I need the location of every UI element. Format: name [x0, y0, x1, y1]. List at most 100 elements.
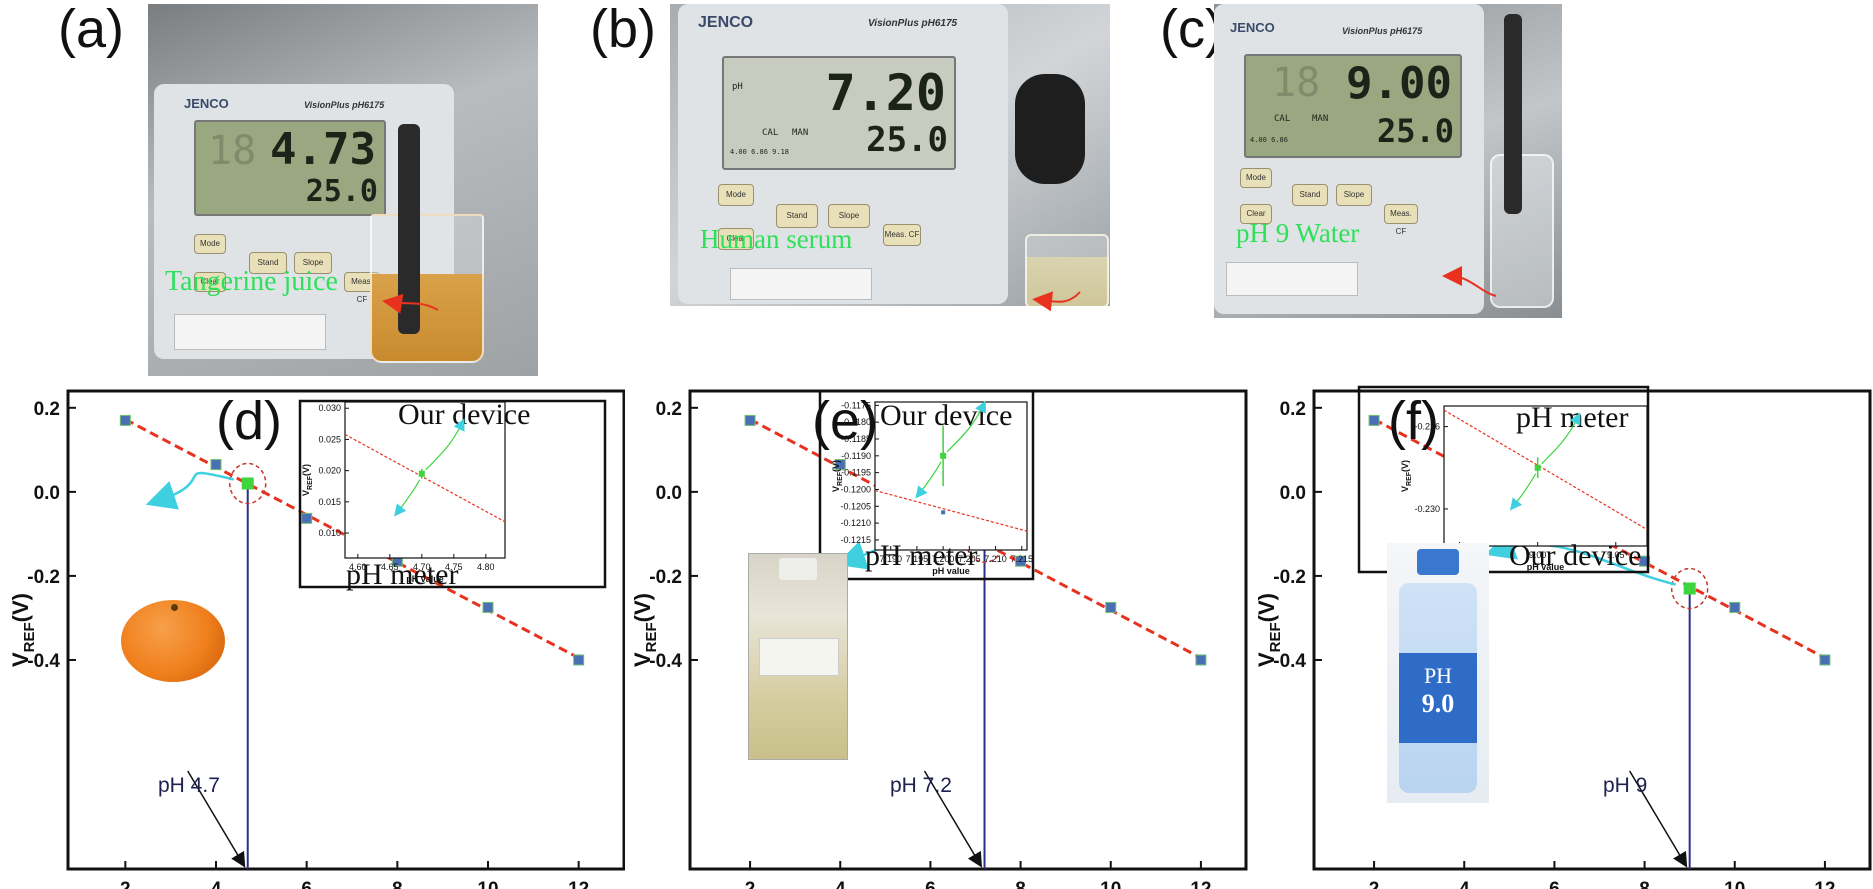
sample-point — [1683, 582, 1696, 595]
inset-arrow-top — [425, 418, 465, 471]
inset-device-point — [940, 452, 947, 459]
inset-y-tick-label: -0.230 — [1414, 504, 1440, 514]
electrode-holder — [1015, 74, 1085, 184]
inset-arrow-bottom — [915, 461, 942, 499]
annotation-arrow — [187, 770, 246, 868]
key-clear: Clear — [194, 272, 226, 292]
key-mode: Mode — [718, 184, 754, 206]
y-tick-label: -0.4 — [1273, 651, 1306, 672]
lcd-ghost-digits: 18 — [208, 128, 257, 174]
data-point — [1819, 654, 1831, 666]
ph-reading: 4.73 — [270, 124, 376, 175]
meter-sticker — [1226, 262, 1358, 296]
chart-d: 0.20.0-0.2-0.424681012pH valueVREF(V)0.0… — [8, 389, 625, 889]
meter-brand: JENCO — [1230, 20, 1275, 35]
inset-label-bottom: pH meter — [346, 558, 458, 591]
y-tick-label: 0.2 — [656, 399, 682, 420]
inset-x-tick-label: 4.80 — [477, 562, 495, 572]
x-tick-label: 2 — [1369, 879, 1380, 889]
temperature-reading: 25.0 — [866, 120, 948, 160]
data-point — [1015, 555, 1027, 567]
key-clear: Clear — [1240, 204, 1272, 224]
inset-x-tick-label: 4.60 — [349, 562, 367, 572]
y-tick-label: -0.2 — [27, 567, 60, 588]
inset-x-tick-label: 4.75 — [445, 562, 463, 572]
inset-fit-line — [874, 489, 1028, 532]
arrow-to-beaker-b — [1032, 291, 1081, 312]
inset-y-tick-label: -0.1200 — [840, 484, 871, 494]
inset-y-tick-label: 0.020 — [318, 466, 341, 476]
key-mode: Mode — [194, 234, 226, 254]
inset-x-tick-label: 9.00 — [1529, 550, 1547, 560]
data-point — [482, 601, 494, 613]
water-bottle-photo: PH 9.0 — [1387, 543, 1489, 803]
key-slope: Slope — [828, 204, 870, 228]
inset-y-axis-label: VREF(V) — [831, 460, 844, 492]
arrow-to-bottle-c — [1442, 266, 1497, 297]
x-tick-label: 4 — [1459, 879, 1470, 889]
y-axis-label: VREF(V) — [1254, 593, 1284, 667]
x-tick-label: 10 — [477, 879, 498, 889]
inset-y-tick-label: -0.1210 — [840, 518, 871, 528]
arrow-to-beaker-a — [382, 293, 439, 314]
sample-link-arrow — [145, 471, 235, 510]
key-stand: Stand — [1292, 184, 1328, 206]
photo-arrows-overlay — [382, 266, 1497, 314]
data-point — [210, 459, 222, 471]
data-point — [1639, 555, 1651, 567]
inset-y-tick-label: 0.025 — [318, 434, 341, 444]
meter-model: VisionPlus pH6175 — [868, 18, 958, 29]
inset-y-axis-label: VREF(V) — [301, 464, 314, 496]
data-point — [1195, 654, 1207, 666]
x-tick-label: 2 — [120, 879, 131, 889]
plot-frame — [1312, 389, 1872, 871]
x-tick-label: 12 — [568, 879, 589, 889]
inset-y-tick-label: -0.1175 — [841, 400, 871, 410]
inset-x-tick-label: 7.195 — [906, 554, 929, 564]
inset-label-bottom: pH meter — [865, 539, 977, 572]
lcd-buffer-code: 4.00 6.86 9.18 — [730, 148, 790, 156]
bottle-with-electrode — [1490, 154, 1554, 308]
y-tick-label: 0.2 — [1280, 399, 1306, 420]
lcd-man-label: MAN — [1312, 114, 1329, 124]
lcd-man-label: MAN — [792, 128, 809, 138]
inset-plot-frame — [874, 401, 1028, 551]
y-tick-label: 0.0 — [34, 483, 60, 504]
water-bottle-label: PH 9.0 — [1399, 653, 1477, 743]
beaker-serum — [1025, 234, 1109, 306]
inset-border — [818, 389, 1035, 581]
inset-x-tick-label: 4.70 — [413, 562, 431, 572]
inset-y-tick-label: -0.1190 — [841, 451, 871, 461]
x-tick-label: 8 — [1015, 879, 1026, 889]
inset-arrow-bottom — [1509, 473, 1537, 511]
annotation-ph-7-2: pH 7.2 — [890, 774, 952, 797]
inset-x-tick-label: 7.190 — [879, 554, 902, 564]
x-tick-label: 8 — [1639, 879, 1650, 889]
chart-f: 0.2 0.0 -0.2 -0.4 2 4 6 8 10 12 pH value VREF(V) -0.… — [1254, 385, 1872, 889]
lcd-cal-label: CAL — [1274, 114, 1291, 124]
inset-x-tick-label: 4.65 — [381, 562, 399, 572]
meter-keypad: Mode Stand Slope Clear Meas. CF — [718, 174, 938, 264]
key-clear: Clear — [718, 228, 754, 250]
meter-sticker — [730, 268, 872, 300]
inset-y-tick-label: 0.010 — [318, 528, 341, 538]
electrode — [1504, 14, 1522, 214]
inset-y-tick-label: -0.1180 — [841, 417, 871, 427]
meter-model: VisionPlus pH6175 — [1342, 26, 1423, 36]
photo-ph9-water-measurement: JENCO VisionPlus pH6175 18 9.00 CAL MAN … — [1214, 4, 1562, 318]
inset-x-tick-label: 7.205 — [958, 554, 981, 564]
plot-frame — [66, 389, 625, 871]
meter-brand: JENCO — [698, 14, 754, 31]
sample-label-human-serum: Human serum — [700, 224, 853, 254]
meter-brand: JENCO — [184, 96, 229, 111]
y-axis-label: VREF(V) — [8, 593, 38, 667]
x-tick-label: 4 — [835, 879, 846, 889]
x-tick-label: 8 — [392, 879, 403, 889]
inset-y-axis-label: VREF(V) — [1400, 460, 1413, 492]
x-tick-label: 6 — [301, 879, 312, 889]
inset-x-axis-label: pH value — [932, 566, 970, 576]
panel-letter-a: (a) — [58, 0, 124, 59]
photo-tangerine-juice-measurement: JENCO VisionPlus pH6175 18 4.73 25.0 Mod… — [148, 4, 538, 376]
meter-keypad: Mode Stand Slope Clear Meas. CF — [1240, 160, 1440, 250]
data-point — [744, 414, 756, 426]
